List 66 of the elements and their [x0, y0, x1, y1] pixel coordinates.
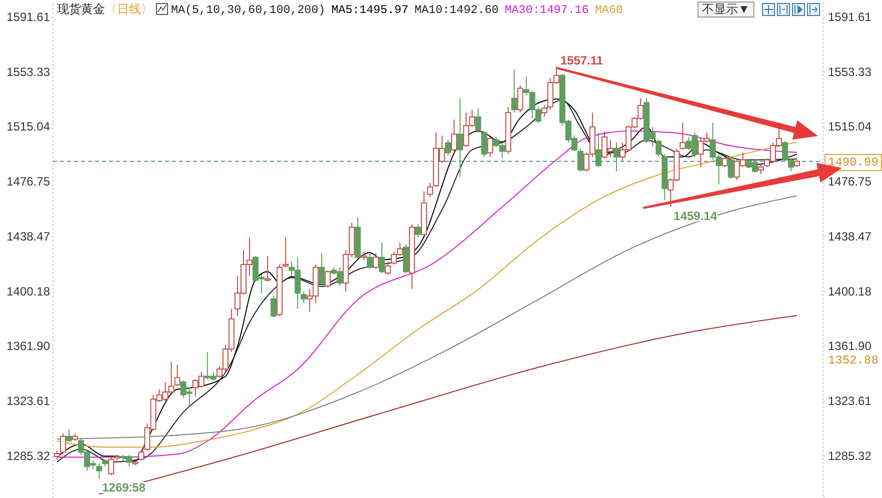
y-tick-label: 1591.61 — [828, 10, 872, 24]
candlestick — [451, 119, 458, 152]
candlestick — [282, 236, 289, 268]
y2-tick-label: 1400.18 — [6, 284, 50, 298]
y-tick-label: 1553.33 — [828, 64, 872, 79]
y-tick-label: 1323.61 — [828, 394, 872, 408]
candlestick — [384, 261, 391, 275]
candlestick — [511, 69, 518, 114]
candlestick — [96, 463, 102, 480]
line-series — [56, 195, 798, 440]
candlestick — [174, 364, 180, 387]
chart-subtitle: 〈日线〉 — [105, 2, 153, 16]
y2-tick-label: 1285.32 — [6, 448, 50, 463]
y-tick-label: 1285.32 — [828, 448, 872, 463]
annotation: 不显示▼ — [702, 2, 750, 16]
candlestick — [728, 158, 734, 180]
candlestick — [60, 433, 66, 454]
candlestick — [577, 148, 584, 172]
candlestick — [722, 156, 728, 168]
candlestick — [614, 142, 620, 172]
candlestick — [318, 252, 325, 288]
candlestick — [300, 291, 307, 304]
candlestick — [445, 139, 452, 156]
candlestick — [481, 130, 488, 158]
candlestick — [541, 104, 548, 118]
candlestick — [758, 164, 764, 175]
candlestick — [378, 242, 385, 274]
ref-line-label: 1490.99 — [828, 156, 878, 170]
text: MA60 — [594, 3, 623, 17]
y2-tick-label: 1591.61 — [6, 10, 50, 24]
y-tick-label: 1438.47 — [828, 229, 872, 244]
candlestick — [680, 122, 686, 150]
line-series — [98, 314, 798, 494]
y2-tick-label: 1476.75 — [6, 174, 50, 189]
candlestick — [324, 270, 331, 288]
text: 1352.88 — [828, 353, 878, 368]
candlestick — [656, 139, 662, 158]
y2-tick-label: 1515.04 — [6, 120, 50, 134]
legend-title: MA(5,10,30,60,100,200) — [171, 3, 326, 17]
candlestick — [366, 252, 373, 270]
y-tick-label: 1515.04 — [828, 120, 872, 134]
y-tick-label: 1400.18 — [828, 284, 872, 298]
candlestick — [108, 456, 114, 476]
candlestick — [517, 84, 524, 114]
y2-tick-label: 1438.47 — [6, 229, 50, 244]
candlestick — [270, 295, 277, 318]
text: MA5:1495.97 — [331, 3, 408, 17]
y2-tick-label: 1553.33 — [6, 64, 50, 79]
candlestick — [487, 136, 494, 158]
annotation: 1459.14 — [674, 208, 718, 223]
y2-tick-label: 1361.90 — [6, 339, 50, 354]
candlestick — [475, 108, 482, 134]
y-tick-label: 1361.90 — [828, 339, 872, 354]
candlestick — [372, 252, 379, 270]
text: MA10:1492.60 — [414, 3, 499, 17]
annotation: 1557.11 — [560, 54, 604, 68]
text: MA30:1497.16 — [504, 3, 589, 17]
y2-tick-label: 1323.61 — [6, 394, 50, 408]
chart-title: 现货黄金 — [57, 2, 105, 16]
candlestick — [595, 132, 602, 168]
candlestick — [138, 450, 144, 462]
candlestick — [414, 224, 421, 238]
candlestick — [427, 182, 434, 198]
candlestick — [66, 428, 72, 443]
y-tick-label: 1476.75 — [828, 174, 872, 189]
candlestick — [457, 98, 464, 178]
